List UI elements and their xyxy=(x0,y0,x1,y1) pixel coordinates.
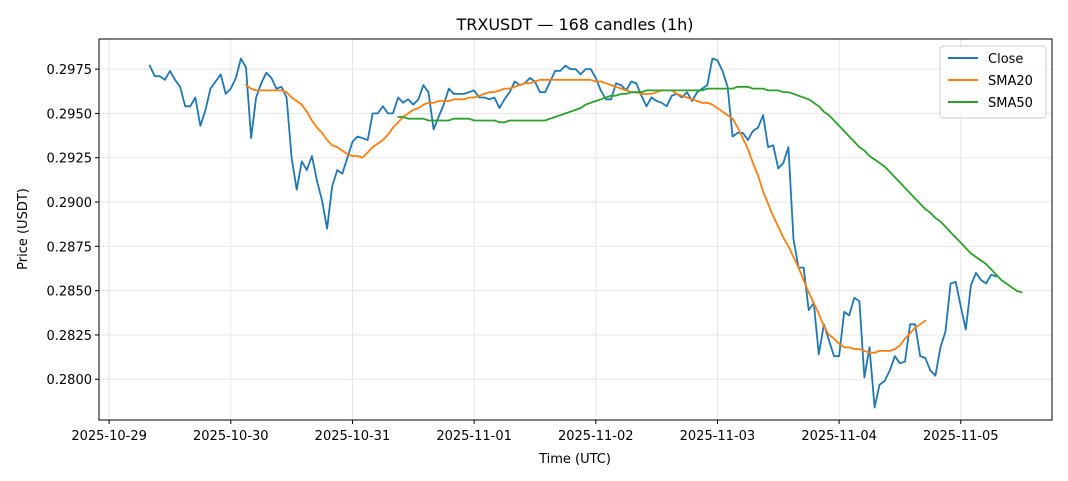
legend-label-sma20: SMA20 xyxy=(988,74,1033,89)
series-line-sma20 xyxy=(245,78,927,354)
series-line-close xyxy=(148,57,998,409)
chart-title: TRXUSDT — 168 candles (1h) xyxy=(455,15,693,34)
plot-frame xyxy=(98,38,1053,421)
y-tick-label: 0.2825 xyxy=(47,329,93,344)
grid-lines xyxy=(99,39,1052,420)
legend-box xyxy=(939,45,1047,119)
y-tick-label: 0.2875 xyxy=(47,240,93,255)
x-tick-label: 2025-10-29 xyxy=(71,429,147,444)
y-tick-label: 0.2850 xyxy=(47,285,93,300)
y-axis: 0.2800 0.2825 0.2850 0.2875 0.2900 0.2925 0.29… xyxy=(47,63,99,388)
x-tick-label: 2025-11-01 xyxy=(436,429,512,444)
y-tick-label: 0.2975 xyxy=(47,63,93,78)
series-line-sma50 xyxy=(397,85,1023,294)
x-axis: 2025-10-29 2025-10-30 2025-10-31 2025-11-01… xyxy=(71,420,999,444)
x-tick-label: 2025-11-05 xyxy=(923,429,999,444)
series-layer xyxy=(148,57,1023,409)
legend-label-sma50: SMA50 xyxy=(988,96,1033,111)
y-axis-label: Price (USDT) xyxy=(16,188,31,270)
y-tick-label: 0.2925 xyxy=(47,152,93,167)
legend: Close SMA20 SMA50 xyxy=(939,45,1047,119)
y-tick-label: 0.2950 xyxy=(47,107,93,122)
legend-label-close: Close xyxy=(988,52,1023,67)
x-axis-label: Time (UTC) xyxy=(538,452,611,467)
x-tick-label: 2025-10-31 xyxy=(315,429,391,444)
x-tick-label: 2025-11-04 xyxy=(801,429,877,444)
x-tick-label: 2025-11-02 xyxy=(558,429,634,444)
x-tick-label: 2025-11-03 xyxy=(680,429,756,444)
x-tick-label: 2025-10-30 xyxy=(193,429,269,444)
y-tick-label: 0.2900 xyxy=(47,196,93,211)
y-tick-label: 0.2800 xyxy=(47,373,93,388)
